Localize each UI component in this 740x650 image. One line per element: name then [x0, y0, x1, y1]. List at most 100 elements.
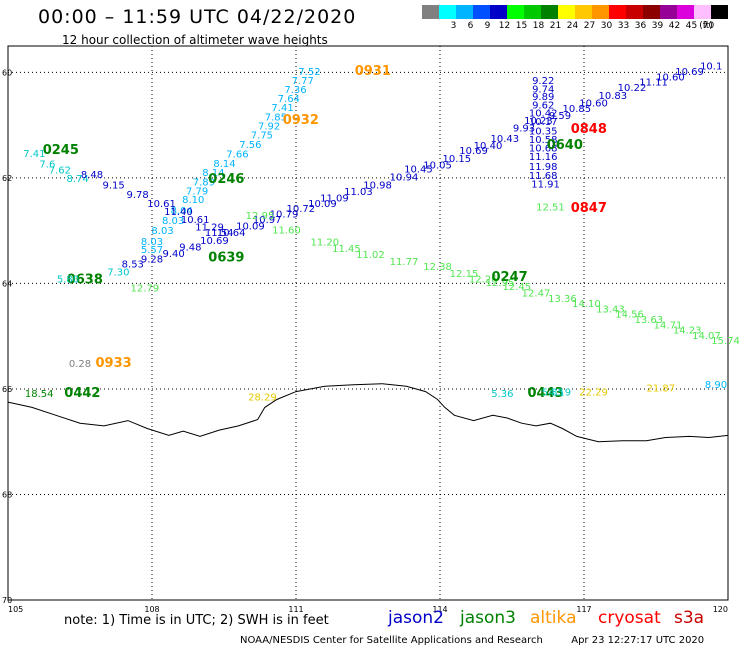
swh-value-label: 10.58: [529, 135, 558, 146]
pass-time-label: 0442: [64, 386, 100, 401]
swh-value-label: 8.74: [66, 174, 88, 185]
swh-value-label: 11.20: [310, 237, 339, 248]
satellite-legend-s3a: s3a: [674, 608, 705, 628]
swh-value-label: 12.51: [536, 203, 565, 214]
swh-value-label: 5.36: [491, 389, 513, 400]
swh-value-label: 12.26: [469, 274, 498, 285]
swh-value-label: 10.35: [529, 127, 558, 138]
swh-value-label: 10.69: [459, 146, 488, 157]
swh-value-label: 11.54: [205, 228, 234, 239]
swh-value-label: 10.23: [524, 116, 553, 127]
footer-timestamp: Apr 23 12:27:17 UTC 2020: [571, 635, 705, 646]
scale-label: 21: [549, 21, 562, 31]
map-frame: [7, 45, 729, 601]
swh-value-label: 10.22: [618, 83, 647, 94]
scale-label: 12: [498, 21, 511, 31]
swh-value-label: 12.95: [246, 211, 275, 222]
pass-time-label: 0638: [67, 272, 103, 287]
swh-value-label: 10.15: [442, 154, 471, 165]
swh-value-label: 10.60: [656, 72, 685, 83]
swh-value-label: 10.61: [181, 215, 210, 226]
scale-label: 15: [515, 21, 528, 31]
swh-value-label: 10.94: [390, 173, 419, 184]
satellite-legend-cryosat: cryosat: [598, 608, 661, 628]
scale-label: 70: [702, 21, 715, 31]
swh-value-label: 9.62: [532, 100, 554, 111]
swh-value-label: 8.48: [81, 170, 103, 181]
swh-value-label: 22.29: [579, 387, 608, 398]
swh-value-label: 12.79: [130, 283, 159, 294]
lat-tick-label: 60: [2, 68, 12, 77]
pass-time-label: 0247: [492, 270, 528, 285]
scale-swatch: [558, 5, 575, 19]
scale-unit: (ft): [699, 21, 713, 31]
scale-swatch: [575, 5, 592, 19]
swh-value-label: 4.19: [549, 387, 571, 398]
swh-value-label: 10.40: [474, 141, 503, 152]
swh-value-label: 14.56: [615, 310, 644, 321]
scale-label: 36: [634, 21, 647, 31]
swh-value-label: 11.11: [639, 78, 668, 89]
swh-value-label: 8.14: [202, 168, 224, 179]
swh-value-label: 10.68: [529, 144, 558, 155]
scale-label: 45: [685, 21, 698, 31]
swh-value-label: 12.45: [502, 282, 531, 293]
scale-label: 18: [532, 21, 545, 31]
swh-value-label: 11.77: [390, 257, 419, 268]
pass-time-label: 0932: [283, 113, 319, 128]
scale-swatch: [643, 5, 660, 19]
swh-value-label: 15.74: [711, 336, 740, 347]
swh-value-label: 21.87: [646, 384, 675, 395]
lat-tick-label: 68: [2, 490, 12, 499]
swh-value-label: 8.03: [151, 226, 173, 237]
swh-value-label: 10.79: [270, 209, 299, 220]
pass-time-label: 0931: [355, 64, 391, 79]
swh-value-label: 10.98: [363, 180, 392, 191]
swh-value-label: 11.09: [320, 194, 349, 205]
swh-value-label: 9.74: [532, 84, 554, 95]
swh-value-label: 11.91: [531, 179, 560, 190]
scale-label: 42: [668, 21, 681, 31]
scale-label: 30: [600, 21, 613, 31]
swh-value-label: 11.29: [195, 223, 224, 234]
pass-time-label: 0933: [96, 356, 132, 371]
scale-label: 27: [583, 21, 596, 31]
scale-label: 33: [617, 21, 630, 31]
swh-value-label: 10.69: [675, 67, 704, 78]
swh-value-label: 11.03: [344, 187, 373, 198]
swh-value-label: 7.6: [39, 159, 55, 170]
swh-value-label: 11.16: [529, 152, 558, 163]
swh-value-label: 9.78: [126, 190, 148, 201]
swh-value-label: 13.36: [548, 294, 577, 305]
swh-value-label: 5.57: [141, 245, 163, 256]
scale-swatch: [711, 5, 728, 19]
lat-tick-label: 64: [2, 279, 12, 288]
swh-value-label: 9.89: [532, 92, 554, 103]
swh-value-label: 12.95: [486, 278, 515, 289]
swh-value-label: 9.59: [549, 111, 571, 122]
swh-value-label: 18.54: [25, 389, 54, 400]
swh-value-label: 11.60: [272, 225, 301, 236]
swh-value-label: 10.61: [147, 199, 176, 210]
swh-value-label: 11.45: [332, 244, 361, 255]
pass-time-label: 0639: [208, 250, 244, 265]
scale-swatch: [507, 5, 524, 19]
swh-value-label: 12.47: [522, 289, 551, 300]
swh-value-label: 8.14: [213, 159, 235, 170]
swh-value-label: 9.40: [162, 249, 184, 260]
swh-value-label: 7.30: [107, 268, 129, 279]
swh-value-label: 10.43: [490, 134, 519, 145]
scale-label: 3: [450, 21, 457, 31]
swh-value-label: 13.43: [596, 304, 625, 315]
pass-time-label: 0640: [547, 138, 583, 153]
scale-swatch: [609, 5, 626, 19]
swh-value-label: 7.64: [278, 94, 300, 105]
lon-tick-label: 108: [144, 605, 159, 614]
scale-swatch: [660, 5, 677, 19]
swh-value-label: 13.63: [634, 315, 663, 326]
swh-value-label: 10.17: [529, 117, 558, 128]
scale-swatch: [439, 5, 456, 19]
satellite-legend-jason2: jason2: [388, 608, 444, 628]
